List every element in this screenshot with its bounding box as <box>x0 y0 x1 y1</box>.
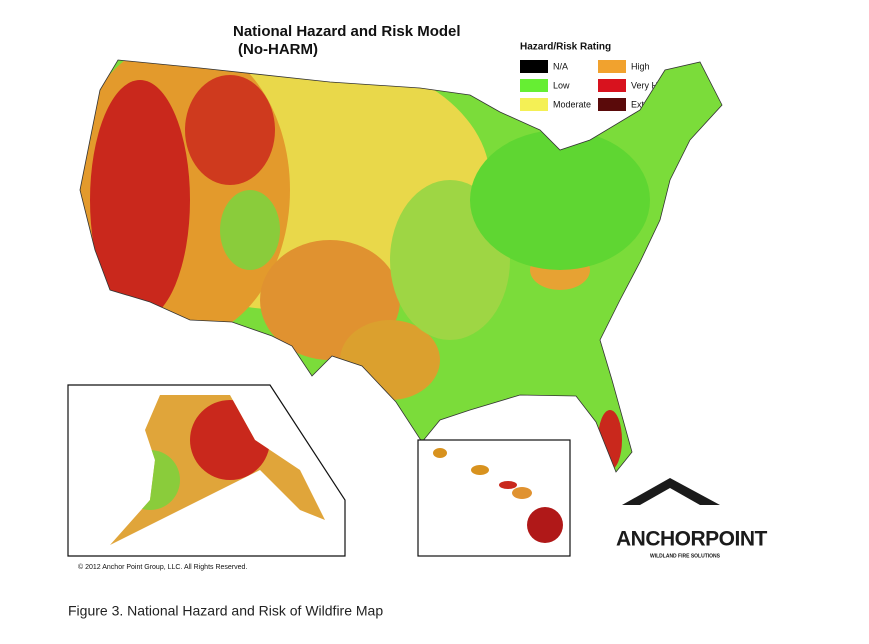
hawaii-map <box>433 448 563 543</box>
legend-label: High <box>631 61 650 71</box>
legend-swatch <box>598 60 626 73</box>
copyright: © 2012 Anchor Point Group, LLC. All Righ… <box>78 563 247 571</box>
figure-caption: Figure 3. National Hazard and Risk of Wi… <box>68 603 383 619</box>
legend-label: Moderate <box>553 99 591 109</box>
legend-label: Low <box>553 80 570 90</box>
map-subtitle: (No-HARM) <box>238 41 318 58</box>
logo-tagline: WILDLAND FIRE SOLUTIONS <box>650 553 721 559</box>
logo: ANCHORPOINT WILDLAND FIRE SOLUTIONS <box>616 478 768 559</box>
us-outline <box>79 59 723 473</box>
map-title: National Hazard and Risk Model <box>233 23 461 40</box>
legend-label: Very High <box>631 80 670 90</box>
logo-name: ANCHORPOINT <box>616 528 768 551</box>
legend-swatch <box>520 98 548 111</box>
legend-label: N/A <box>553 61 568 71</box>
legend-swatch <box>598 79 626 92</box>
legend-swatch <box>520 79 548 92</box>
legend-title: Hazard/Risk Rating <box>520 42 611 53</box>
legend-swatch <box>520 60 548 73</box>
legend-swatch <box>598 98 626 111</box>
